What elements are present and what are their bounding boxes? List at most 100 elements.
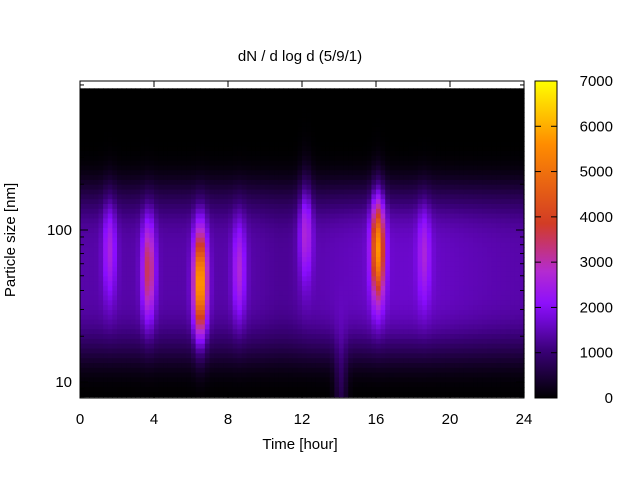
heatmap-cell (274, 97, 280, 104)
heatmap-cell (306, 300, 312, 306)
heatmap-cell (348, 131, 354, 138)
heatmap-cell (181, 387, 187, 393)
heatmap-cell (144, 363, 150, 369)
heatmap-cell (117, 189, 123, 195)
heatmap-cell (232, 170, 238, 176)
heatmap-cell (385, 391, 391, 398)
heatmap-cell (214, 324, 220, 330)
heatmap-cell (399, 353, 405, 359)
heatmap-cell (311, 387, 317, 393)
heatmap-cell (140, 343, 146, 350)
heatmap-cell (403, 218, 409, 224)
heatmap-cell (371, 329, 377, 335)
heatmap-cell (144, 112, 150, 118)
heatmap-cell (195, 247, 201, 253)
heatmap-cell (288, 387, 294, 393)
heatmap-cell (431, 329, 437, 335)
heatmap-cell (149, 252, 155, 258)
heatmap-cell (385, 329, 391, 335)
heatmap-cell (394, 314, 400, 321)
heatmap-cell (200, 281, 206, 287)
heatmap-cell (348, 281, 354, 287)
heatmap-cell (431, 348, 437, 354)
heatmap-cell (117, 199, 123, 205)
heatmap-cell (431, 314, 437, 321)
heatmap-cell (302, 363, 308, 369)
heatmap-cell (80, 387, 86, 393)
heatmap-cell (371, 338, 377, 345)
heatmap-cell (352, 184, 359, 191)
heatmap-cell (80, 237, 86, 244)
heatmap-cell (163, 285, 169, 292)
heatmap-cell (204, 343, 211, 350)
heatmap-cell (325, 242, 331, 248)
heatmap-cell (121, 160, 127, 167)
heatmap-cell (306, 305, 312, 311)
heatmap-cell (315, 93, 322, 99)
heatmap-cell (325, 203, 331, 210)
heatmap-cell (376, 242, 382, 248)
heatmap-cell (126, 285, 132, 292)
heatmap-cell (436, 252, 442, 258)
heatmap-cell (366, 242, 372, 248)
heatmap-cell (269, 252, 275, 258)
heatmap-cell (436, 310, 442, 316)
heatmap-cell (214, 266, 220, 273)
heatmap-cell (399, 228, 405, 234)
heatmap-cell (269, 391, 275, 398)
heatmap-cell (380, 218, 386, 224)
heatmap-cell (181, 334, 187, 340)
heatmap-cell (126, 295, 132, 301)
heatmap-cell (329, 112, 335, 118)
heatmap-cell (191, 184, 197, 191)
heatmap-cell (302, 184, 308, 191)
heatmap-cell (117, 314, 123, 321)
heatmap-cell (288, 194, 294, 200)
heatmap-cell (149, 199, 155, 205)
heatmap-cell (371, 136, 377, 142)
heatmap-cell (154, 338, 160, 345)
heatmap-cell (339, 97, 345, 104)
heatmap-cell (103, 324, 109, 330)
heatmap-cell (167, 203, 174, 210)
heatmap-cell (352, 208, 359, 215)
heatmap-cell (362, 372, 368, 379)
heatmap-cell (440, 88, 446, 94)
heatmap-cell (255, 372, 261, 379)
heatmap-cell (306, 112, 312, 118)
heatmap-cell (315, 131, 322, 138)
heatmap-cell (140, 232, 146, 239)
heatmap-cell (399, 97, 405, 104)
heatmap-cell (389, 150, 396, 157)
heatmap-cell (255, 358, 261, 364)
heatmap-cell (80, 319, 86, 326)
heatmap-cell (403, 189, 409, 195)
heatmap-cell (376, 213, 382, 220)
heatmap-cell (237, 218, 243, 224)
heatmap-cell (269, 218, 275, 224)
heatmap-cell (126, 310, 132, 316)
heatmap-cell (140, 122, 146, 128)
heatmap-cell (297, 237, 303, 244)
heatmap-cell (306, 363, 312, 369)
heatmap-cell (320, 319, 326, 326)
heatmap-cell (93, 310, 100, 316)
heatmap-cell (144, 367, 150, 374)
heatmap-cell (385, 281, 391, 287)
heatmap-cell (352, 102, 359, 109)
heatmap-cell (283, 295, 289, 301)
heatmap-cell (209, 358, 215, 364)
heatmap-cell (251, 247, 257, 253)
heatmap-cell (80, 213, 86, 220)
heatmap-cell (84, 203, 90, 210)
heatmap-cell (348, 194, 354, 200)
heatmap-cell (417, 367, 423, 374)
heatmap-cell (343, 141, 349, 147)
heatmap-cell (93, 334, 100, 340)
heatmap-cell (246, 329, 252, 335)
heatmap-cell (149, 237, 155, 244)
heatmap-cell (223, 170, 229, 176)
heatmap-cell (292, 363, 298, 369)
heatmap-cell (403, 290, 409, 297)
heatmap-cell (288, 141, 294, 147)
